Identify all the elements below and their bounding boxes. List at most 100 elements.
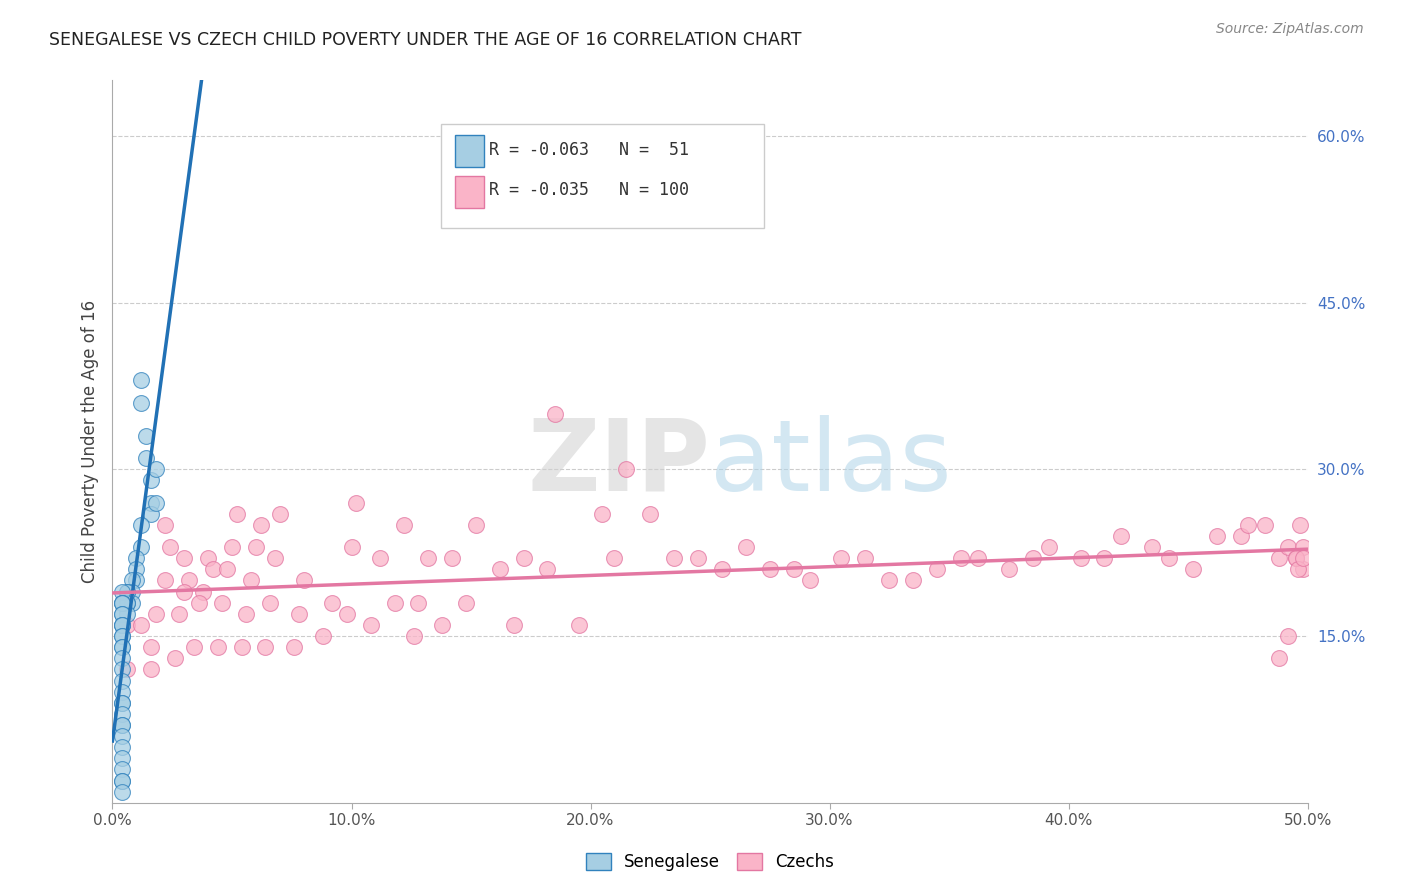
Point [197,551,219,566]
Point [111,673,134,688]
Point [115,618,138,632]
Point [1157,551,1180,566]
Point [153,517,176,532]
Point [321,596,343,610]
FancyBboxPatch shape [441,124,763,228]
Point [1229,529,1251,543]
Point [111,706,134,721]
Point [115,584,138,599]
Point [336,607,359,621]
Point [340,540,363,554]
Point [111,773,134,788]
Point [368,551,391,566]
Point [111,584,134,599]
Point [503,618,526,632]
Point [111,696,134,710]
Point [1205,529,1227,543]
Point [115,596,138,610]
Point [111,773,134,788]
Point [903,574,925,588]
Point [1142,540,1164,554]
Point [173,551,195,566]
Point [163,651,186,665]
Point [121,574,143,588]
Point [139,662,162,676]
Point [402,629,425,643]
Point [1292,562,1315,576]
Point [115,584,138,599]
Point [1277,540,1299,554]
Point [799,574,821,588]
Point [855,551,877,566]
Point [111,618,134,632]
Point [139,474,162,488]
Point [135,451,157,466]
Point [592,507,614,521]
Point [111,596,134,610]
Point [111,662,134,676]
Point [129,618,152,632]
Point [283,640,305,655]
Y-axis label: Child Poverty Under the Age of 16: Child Poverty Under the Age of 16 [80,300,98,583]
Point [129,373,152,387]
Point [1268,551,1291,566]
Point [360,618,382,632]
Point [245,540,267,554]
Point [392,517,415,532]
Point [201,562,224,576]
Point [759,562,782,576]
Point [1268,651,1291,665]
Point [221,540,243,554]
Point [211,596,233,610]
Point [440,551,463,566]
FancyBboxPatch shape [456,177,484,208]
Point [416,551,439,566]
Point [183,640,205,655]
Text: R = -0.035   N = 100: R = -0.035 N = 100 [489,181,689,199]
Point [111,607,134,621]
Point [1277,629,1299,643]
Point [1253,517,1275,532]
Point [173,584,195,599]
Point [111,785,134,799]
Point [1285,551,1308,566]
Point [664,551,686,566]
Point [145,462,167,476]
Point [217,562,239,576]
Point [159,540,181,554]
Point [111,629,134,643]
Point [616,462,638,476]
Point [927,562,949,576]
Point [254,640,277,655]
Point [111,718,134,732]
Point [129,540,152,554]
Point [1022,551,1045,566]
Point [139,507,162,521]
Point [115,607,138,621]
Point [950,551,973,566]
Point [998,562,1021,576]
Point [543,407,565,421]
Point [344,496,367,510]
Text: ZIP: ZIP [527,415,710,512]
Point [111,596,134,610]
Point [111,607,134,621]
Point [711,562,734,576]
Text: Source: ZipAtlas.com: Source: ZipAtlas.com [1216,22,1364,37]
Point [121,596,143,610]
Point [125,551,148,566]
Point [153,574,176,588]
Point [408,596,430,610]
Point [145,607,167,621]
Point [432,618,454,632]
Point [269,507,291,521]
FancyBboxPatch shape [456,136,484,167]
Point [603,551,626,566]
Point [115,596,138,610]
Point [129,517,152,532]
Point [1292,540,1315,554]
Point [111,696,134,710]
Point [782,562,804,576]
Point [456,596,478,610]
Point [111,618,134,632]
